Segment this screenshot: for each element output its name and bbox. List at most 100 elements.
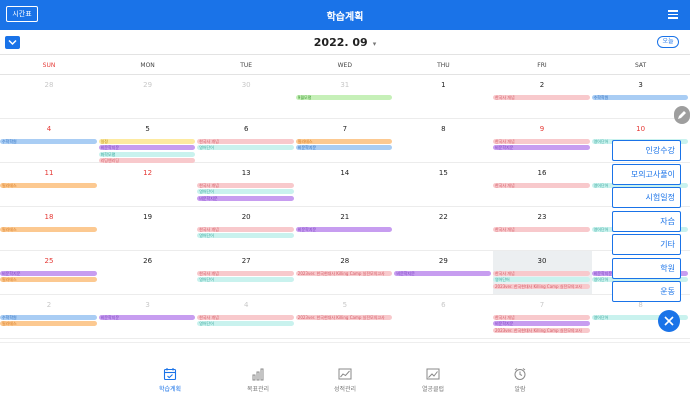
timetable-button[interactable]: 시간표 xyxy=(6,6,38,22)
event-chip[interactable]: 영어단어 xyxy=(591,277,689,283)
calendar-day-cell[interactable]: 5 2023ver. 한국현대사 Killing Camp 실전모의고사 xyxy=(295,295,395,339)
tab-calendar[interactable]: 학습계획 xyxy=(140,367,200,393)
event-chip[interactable]: 2023ver. 한국현대사 Killing Camp 실전모의고사 xyxy=(493,283,590,289)
calendar-day-cell[interactable]: 6 xyxy=(394,295,493,339)
event-chip[interactable]: 영어단어 xyxy=(493,277,590,283)
event-chip[interactable]: 수학학원 xyxy=(0,315,97,320)
event-chip[interactable]: 한국사 개념 xyxy=(493,95,590,100)
category-menu-item[interactable]: 기타 xyxy=(612,234,681,255)
event-chip[interactable]: 비문학지문 xyxy=(98,315,196,320)
calendar-day-cell[interactable]: 3 수학학원 xyxy=(591,75,690,119)
event-chip[interactable]: 비문학지문 xyxy=(394,271,491,276)
event-chip[interactable]: 한국사 개념 xyxy=(493,315,590,320)
category-menu-item[interactable]: 모의고사풀이 xyxy=(612,163,681,185)
calendar-day-cell[interactable]: 6 한국사 개념 영어단어 xyxy=(197,119,296,163)
event-chip[interactable]: 비문학지문 xyxy=(295,145,393,151)
calendar-day-cell[interactable]: 19 xyxy=(98,207,198,251)
calendar-day-cell[interactable]: 28 xyxy=(0,75,99,119)
calendar-day-cell[interactable]: 2 한국사 개념 xyxy=(493,75,592,119)
category-menu-item[interactable]: 학원 xyxy=(612,257,681,279)
event-chip[interactable]: 수학학원 xyxy=(0,139,97,144)
category-menu-item[interactable]: 운동 xyxy=(612,281,681,302)
event-chip[interactable]: 비문학지문 xyxy=(0,271,97,276)
edit-button[interactable] xyxy=(674,106,690,124)
calendar-day-cell[interactable]: 25 비문학지문 필라테스 xyxy=(0,251,99,295)
event-chip[interactable]: 필라테스 xyxy=(0,277,97,283)
calendar-day-cell[interactable]: 20 한국사 개념 영어단어 xyxy=(197,207,296,251)
calendar-day-cell[interactable]: 5 일정 비문학지문 화학모평 리딩앤리딩 xyxy=(98,119,198,164)
calendar-day-cell[interactable]: 18 필라테스 xyxy=(0,207,99,251)
calendar-day-cell[interactable]: 8 xyxy=(394,119,493,163)
calendar-day-cell[interactable]: 1 xyxy=(394,75,493,119)
calendar-day-cell[interactable]: 12 xyxy=(98,163,198,207)
event-chip[interactable]: 한국사 개념 xyxy=(197,183,294,188)
calendar-day-cell[interactable]: 4 한국사 개념 영어단어 xyxy=(197,295,296,339)
event-chip[interactable]: 비문학지문 xyxy=(493,145,590,151)
event-chip[interactable]: 2023ver. 한국현대사 Killing Camp 실전모의고사 xyxy=(295,315,393,320)
calendar-day-cell[interactable]: 4 수학학원 xyxy=(0,119,99,163)
calendar-day-cell[interactable]: 27 한국사 개념 영어단어 xyxy=(197,251,296,295)
event-chip[interactable]: 한국사 개념 xyxy=(197,139,294,144)
event-chip[interactable]: 필라테스 xyxy=(295,139,393,144)
event-chip[interactable]: 필라테스 xyxy=(0,183,97,188)
event-chip[interactable]: 화학모평 xyxy=(98,151,196,157)
event-chip[interactable]: 영어단어 xyxy=(591,315,689,320)
event-chip[interactable]: 비문학지문 xyxy=(197,195,294,201)
event-chip[interactable]: 리딩앤리딩 xyxy=(98,158,196,164)
event-chip[interactable]: 비문학지문 xyxy=(493,321,590,327)
calendar-day-cell[interactable]: 14 xyxy=(295,163,395,207)
month-selector[interactable]: 2022. 09 ▾ xyxy=(0,36,690,49)
event-chip[interactable]: 한국사 개념 xyxy=(197,315,294,320)
tab-line-chart[interactable]: 성적관리 xyxy=(315,367,375,393)
calendar-day-cell[interactable]: 29 xyxy=(98,75,198,119)
calendar-day-cell[interactable]: 23 한국사 개념 xyxy=(493,207,592,251)
event-chip[interactable]: 한국사 개념 xyxy=(493,271,590,276)
event-chip[interactable]: 9월모평 xyxy=(295,95,393,100)
event-chip[interactable]: 영어단어 xyxy=(197,189,294,195)
tab-bar-chart[interactable]: 목표관리 xyxy=(228,367,288,393)
calendar-day-cell[interactable]: 30 xyxy=(197,75,296,119)
calendar-day-cell[interactable]: 21 비문학지문 xyxy=(295,207,395,251)
calendar-day-cell[interactable]: 30 한국사 개념 영어단어 2023ver. 한국현대사 Killing Camp … xyxy=(493,251,592,295)
event-chip[interactable]: 한국사 개념 xyxy=(197,227,294,232)
event-chip[interactable]: 영어단어 xyxy=(197,277,294,283)
event-chip[interactable]: 필라테스 xyxy=(0,321,97,327)
event-chip[interactable]: 비문학지문 xyxy=(98,145,196,151)
event-chip[interactable]: 2023ver. 한국현대사 Killing Camp 실전모의고사 xyxy=(295,271,393,276)
event-chip[interactable]: 영어단어 xyxy=(197,233,294,239)
category-menu-item[interactable]: 자습 xyxy=(612,210,681,232)
calendar-day-cell[interactable]: 26 xyxy=(98,251,198,295)
category-menu-item[interactable]: 인강수강 xyxy=(612,140,681,161)
event-chip[interactable]: 영어단어 xyxy=(197,321,294,327)
event-chip[interactable]: 한국사 개념 xyxy=(197,271,294,276)
calendar-day-cell[interactable]: 9 한국사 개념 비문학지문 xyxy=(493,119,592,163)
calendar-day-cell[interactable]: 2 수학학원 필라테스 xyxy=(0,295,99,339)
calendar-day-cell[interactable]: 13 한국사 개념 영어단어 비문학지문 xyxy=(197,163,296,207)
event-chip[interactable]: 한국사 개념 xyxy=(493,183,590,188)
category-menu-item[interactable]: 시험일정 xyxy=(612,187,681,208)
event-chip[interactable]: 영어단어 xyxy=(197,145,294,151)
event-chip[interactable]: 필라테스 xyxy=(0,227,97,232)
calendar-day-cell[interactable]: 22 xyxy=(394,207,493,251)
calendar-day-cell[interactable]: 3 비문학지문 xyxy=(98,295,198,339)
calendar-day-cell[interactable]: 15 xyxy=(394,163,493,207)
event-chip[interactable]: 영어단어 xyxy=(591,183,689,188)
calendar-day-cell[interactable]: 31 9월모평 xyxy=(295,75,395,119)
calendar-day-cell[interactable]: 29 비문학지문 xyxy=(394,251,493,295)
tab-alarm[interactable]: 알람 xyxy=(490,367,550,393)
calendar-day-cell[interactable]: 28 2023ver. 한국현대사 Killing Camp 실전모의고사 xyxy=(295,251,395,295)
calendar-day-cell[interactable]: 7 필라테스 비문학지문 xyxy=(295,119,395,163)
event-chip[interactable]: 2023ver. 한국현대사 Killing Camp 실전모의고사 xyxy=(493,327,590,333)
calendar-day-cell[interactable]: 11 필라테스 xyxy=(0,163,99,207)
calendar-day-cell[interactable]: 16 한국사 개념 xyxy=(493,163,592,207)
view-dropdown-button[interactable] xyxy=(5,36,20,49)
tab-trend[interactable]: 열공클럽 xyxy=(403,367,463,393)
hamburger-menu-icon[interactable] xyxy=(668,10,678,19)
event-chip[interactable]: 한국사 개념 xyxy=(493,227,590,232)
calendar-day-cell[interactable]: 7 한국사 개념 비문학지문 2023ver. 한국현대사 Killing Camp … xyxy=(493,295,592,339)
today-button[interactable]: 오늘 xyxy=(657,36,679,48)
event-chip[interactable]: 일정 xyxy=(98,139,196,144)
event-chip[interactable]: 수학학원 xyxy=(591,95,689,100)
close-menu-button[interactable] xyxy=(658,310,680,332)
calendar-day-cell[interactable]: 8 영어단어 xyxy=(591,295,690,339)
